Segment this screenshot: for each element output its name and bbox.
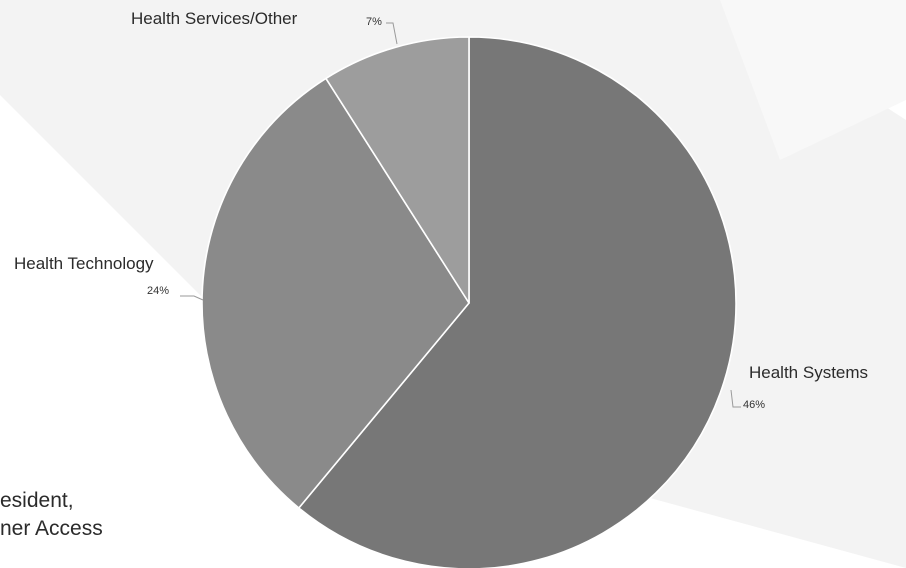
slice-label-health-systems: Health Systems <box>749 363 869 382</box>
pie-slice-health-systems <box>298 36 737 568</box>
slice-pct-health-services: 7% <box>366 16 382 28</box>
pie-slices <box>201 36 737 568</box>
slice-label-health-services: Health Services/Other <box>131 9 298 28</box>
leader-line-health-services <box>386 22 398 45</box>
background-chevron-shade <box>720 0 906 160</box>
slice-pct-health-technology: 24% <box>147 285 170 297</box>
background-text-line-1: esident, <box>0 489 74 512</box>
label-leader-lines <box>180 22 741 408</box>
pie-slice-health-technology <box>201 77 470 509</box>
pie-slice-health-services <box>325 36 470 304</box>
leader-line-health-technology <box>180 295 204 301</box>
leader-line-health-systems <box>730 389 741 408</box>
background-text-line-2: ner Access <box>0 517 103 540</box>
slice-pct-health-systems: 46% <box>743 399 766 411</box>
slice-label-health-technology: Health Technology <box>14 254 154 273</box>
